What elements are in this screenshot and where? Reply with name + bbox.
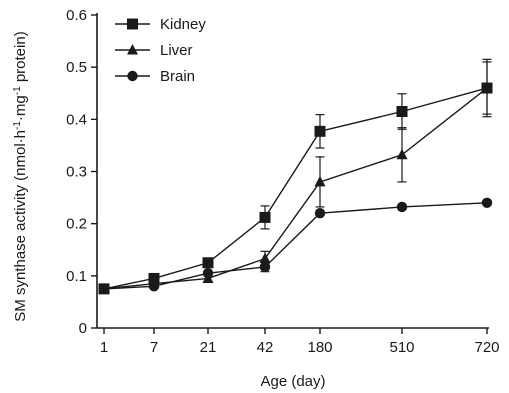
series-kidney [98,61,493,295]
y-tick-label-3: 0.3 [66,164,87,181]
legend-item-brain: Brain [115,68,195,85]
liver-point-6 [481,82,493,93]
x-tick-label-1: 7 [150,339,158,356]
liver-point-4 [314,175,326,187]
kidney-point-3 [259,211,271,223]
x-ticks: 1 7 21 42 180 510 720 [100,328,500,356]
y-axis-title-mid: ·mg [12,95,29,121]
legend-item-liver: Liver [115,42,193,59]
brain-point-5 [396,201,408,213]
y-ticks: 0 0.1 0.2 0.3 0.4 0.5 0.6 [66,7,97,337]
legend: Kidney Liver Brain [115,16,206,85]
y-axis-title-base: SM synthase activity (nmol·h [12,130,29,322]
series-brain [98,197,493,295]
kidney-line [103,87,488,290]
x-tick-label-5: 510 [389,339,414,356]
series-liver [98,58,493,294]
y-tick-label-0: 0 [79,320,87,337]
legend-label-brain: Brain [160,68,195,85]
kidney-point-5 [396,106,408,118]
y-tick-label-5: 0.5 [66,59,87,76]
y-axis-title: SM synthase activity (nmol·h-1·mg-1 prot… [12,31,30,321]
brain-point-2 [202,268,214,279]
x-tick-label-6: 720 [474,339,499,356]
y-tick-label-2: 0.2 [66,216,87,233]
legend-item-kidney: Kidney [115,16,206,33]
y-axis-title-sup2: -1 [12,86,23,95]
legend-label-kidney: Kidney [160,16,206,33]
x-axis-title: Age (day) [260,373,325,390]
liver-point-5 [396,148,408,160]
kidney-point-2 [202,257,214,269]
brain-point-6 [481,197,493,208]
brain-point-0 [98,283,110,295]
y-axis-title-sup1: -1 [12,121,23,130]
x-tick-label-3: 42 [257,339,274,356]
liver-line [103,87,488,290]
y-axis-title-end: protein) [12,31,29,86]
kidney-point-4 [314,125,326,137]
y-tick-label-1: 0.1 [66,268,87,285]
liver-point-3 [259,252,271,264]
legend-marker-kidney [127,18,138,30]
x-tick-label-4: 180 [307,339,332,356]
brain-point-4 [314,208,326,219]
y-tick-label-6: 0.6 [66,7,87,24]
series-group [98,58,493,295]
brain-point-3 [259,261,271,273]
legend-marker-brain [127,70,138,82]
legend-marker-liver [127,44,138,55]
x-tick-label-0: 1 [100,339,108,356]
y-tick-label-4: 0.4 [66,111,87,128]
legend-label-liver: Liver [160,42,193,59]
brain-point-1 [148,281,160,292]
x-tick-label-2: 21 [200,339,217,356]
